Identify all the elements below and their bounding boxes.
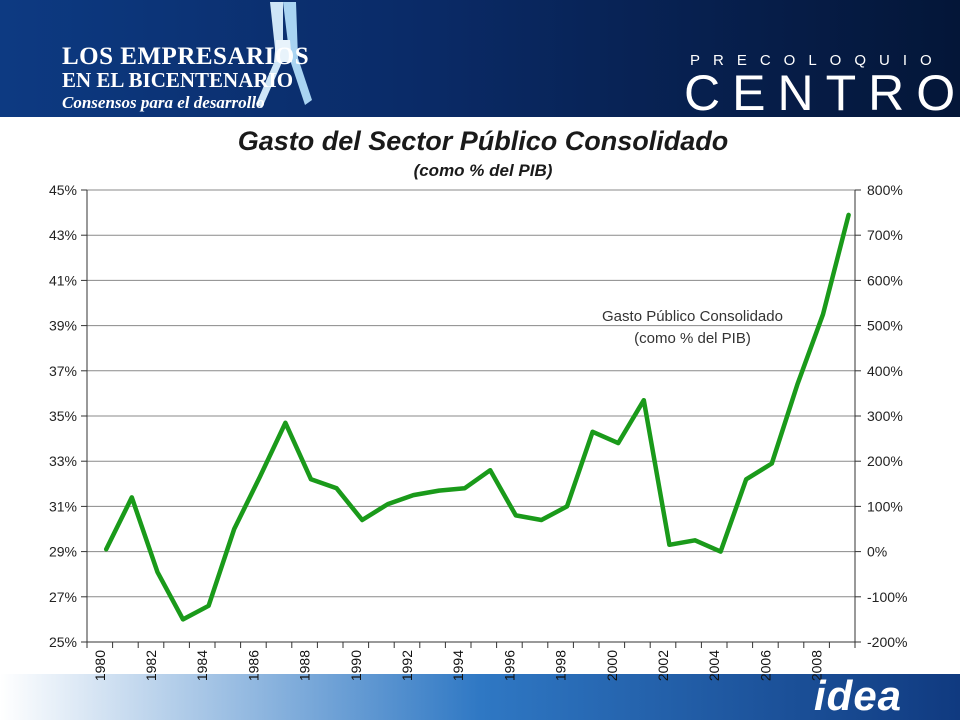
brand-left-line2: EN EL BICENTENARIO (62, 68, 294, 92)
y-left-tick-label: 25% (49, 634, 77, 650)
chart-subtitle: (como % del PIB) (413, 161, 553, 180)
x-tick-label: 1990 (348, 650, 364, 681)
y-right-tick-label: 100% (867, 498, 903, 514)
x-tick-label: 2006 (757, 650, 773, 681)
y-left-tick-label: 43% (49, 227, 77, 243)
brand-left-line1: LOS EMPRESARIOS (62, 43, 310, 70)
brand-right-top: PRECOLOQUIO (690, 52, 945, 69)
y-left-tick-label: 27% (49, 589, 77, 605)
x-tick-label: 2004 (706, 650, 722, 681)
brand-left-line3: Consensos para el desarrollo (62, 93, 265, 112)
y-right-tick-label: 500% (867, 318, 903, 334)
annotation-line1: Gasto Público Consolidado (602, 308, 783, 325)
y-left-tick-label: 33% (49, 453, 77, 469)
x-tick-label: 1992 (399, 650, 415, 681)
y-right-tick-label: 0% (867, 544, 887, 560)
footer-bar (0, 674, 960, 720)
idea-logo: idea (814, 672, 903, 719)
ribbon-emblem (256, 2, 312, 108)
series-annotation: Gasto Público Consolidado (como % del PI… (560, 306, 825, 350)
y-left-tick-label: 31% (49, 498, 77, 514)
y-right-tick-label: 800% (867, 182, 903, 198)
x-tick-label: 1984 (194, 650, 210, 681)
annotation-line2: (como % del PIB) (634, 330, 751, 347)
chart-title: Gasto del Sector Público Consolidado (237, 126, 729, 156)
y-left-tick-label: 41% (49, 272, 77, 288)
x-tick-label: 1996 (501, 650, 517, 681)
x-tick-label: 1982 (143, 650, 159, 681)
axes (81, 189, 861, 648)
y-right-tick-label: -100% (867, 589, 907, 605)
y-right-tick-label: 400% (867, 363, 903, 379)
y-axis-right: -200% -100% 0% 100% 200% 300% 400% 500% 600% 700%… (867, 182, 907, 650)
x-tick-label: 1998 (553, 650, 569, 681)
y-right-tick-label: 600% (867, 272, 903, 288)
x-tick-label: 2000 (604, 650, 620, 681)
y-axis-left: 25% 27% 29% 31% 33% 35% 37% 39% 41% 43% 45% (49, 182, 77, 650)
x-tick-label: 2008 (809, 650, 825, 681)
series-layer (103, 212, 851, 622)
x-tick-label: 1986 (245, 650, 261, 681)
x-tick-label: 1994 (450, 650, 466, 681)
y-right-tick-label: 700% (867, 227, 903, 243)
x-tick-label: 1988 (297, 650, 313, 681)
x-axis: 1980 1982 1984 1986 1988 1990 1992 1994 1996 1998… (92, 650, 825, 681)
brand-left: LOS EMPRESARIOS EN EL BICENTENARIO Conse… (62, 44, 309, 111)
y-left-tick-label: 29% (49, 544, 77, 560)
gridlines (87, 189, 855, 598)
y-right-tick-label: 300% (867, 408, 903, 424)
y-left-tick-label: 45% (49, 182, 77, 198)
y-right-tick-label: -200% (867, 634, 907, 650)
header-banner (0, 0, 960, 117)
y-left-tick-label: 35% (49, 408, 77, 424)
x-tick-label: 2002 (655, 650, 671, 681)
series-line (103, 212, 851, 622)
y-left-tick-label: 39% (49, 318, 77, 334)
x-tick-label: 1980 (92, 650, 108, 681)
brand-right-main: CENTRO (684, 65, 960, 121)
y-right-tick-label: 200% (867, 453, 903, 469)
y-left-tick-label: 37% (49, 363, 77, 379)
